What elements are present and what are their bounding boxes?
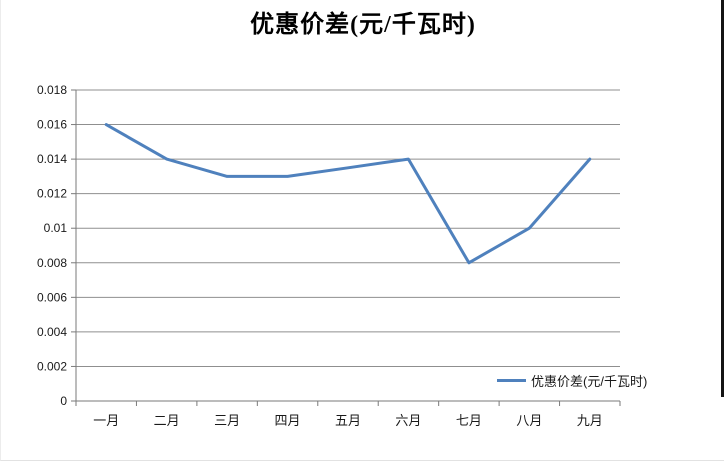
x-tick-label: 二月 xyxy=(154,413,180,428)
legend-label: 优惠价差(元/千瓦时) xyxy=(531,374,648,389)
x-tick-label: 九月 xyxy=(577,413,603,428)
y-tick-label: 0.016 xyxy=(37,118,67,132)
y-tick-label: 0.012 xyxy=(37,187,67,201)
y-tick-label: 0.006 xyxy=(37,290,67,304)
y-tick-label: 0.018 xyxy=(37,83,67,97)
y-tick-label: 0.008 xyxy=(37,256,67,270)
y-tick-label: 0.002 xyxy=(37,359,67,373)
series-line xyxy=(104,123,592,265)
x-tick-label: 八月 xyxy=(516,413,542,428)
legend: 优惠价差(元/千瓦时) xyxy=(497,371,647,390)
x-tick-label: 一月 xyxy=(93,413,119,428)
y-tick-label: 0.004 xyxy=(37,325,67,339)
chart-title: 优惠价差(元/千瓦时) xyxy=(250,12,476,38)
x-tick-label: 六月 xyxy=(395,413,421,428)
y-tick-label: 0 xyxy=(60,394,67,408)
x-tick-label: 四月 xyxy=(275,413,301,428)
y-tick-label: 0.01 xyxy=(44,221,68,235)
y-tick-label: 0.014 xyxy=(37,152,67,166)
legend-line-swatch xyxy=(497,379,526,382)
x-tick-label: 七月 xyxy=(456,413,482,428)
x-tick-label: 三月 xyxy=(214,413,240,428)
x-tick-label: 五月 xyxy=(335,413,361,428)
right-edge-line xyxy=(721,0,724,397)
